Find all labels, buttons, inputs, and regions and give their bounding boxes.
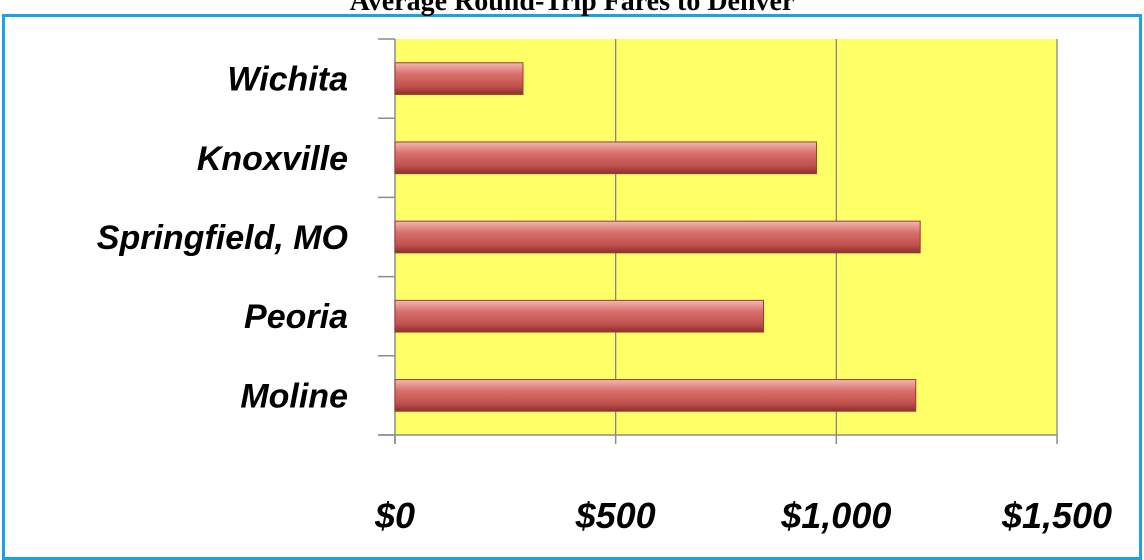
category-label: Wichita <box>227 61 348 99</box>
x-tick-label: $500 <box>575 495 656 536</box>
category-label: Moline <box>240 377 348 415</box>
category-label: Springfield, MO <box>97 219 348 257</box>
chart-title: Average Round-Trip Fares to Denver <box>349 0 795 17</box>
bar <box>394 220 921 254</box>
bar <box>394 62 524 95</box>
category-label: Knoxville <box>197 140 348 178</box>
bar <box>394 141 817 175</box>
category-label: Peoria <box>244 298 348 336</box>
x-tick-label: $0 <box>374 495 415 536</box>
x-tick-label: $1,000 <box>780 495 891 536</box>
bar <box>394 379 917 412</box>
bar <box>394 299 765 333</box>
x-tick-label: $1,500 <box>1001 495 1112 536</box>
